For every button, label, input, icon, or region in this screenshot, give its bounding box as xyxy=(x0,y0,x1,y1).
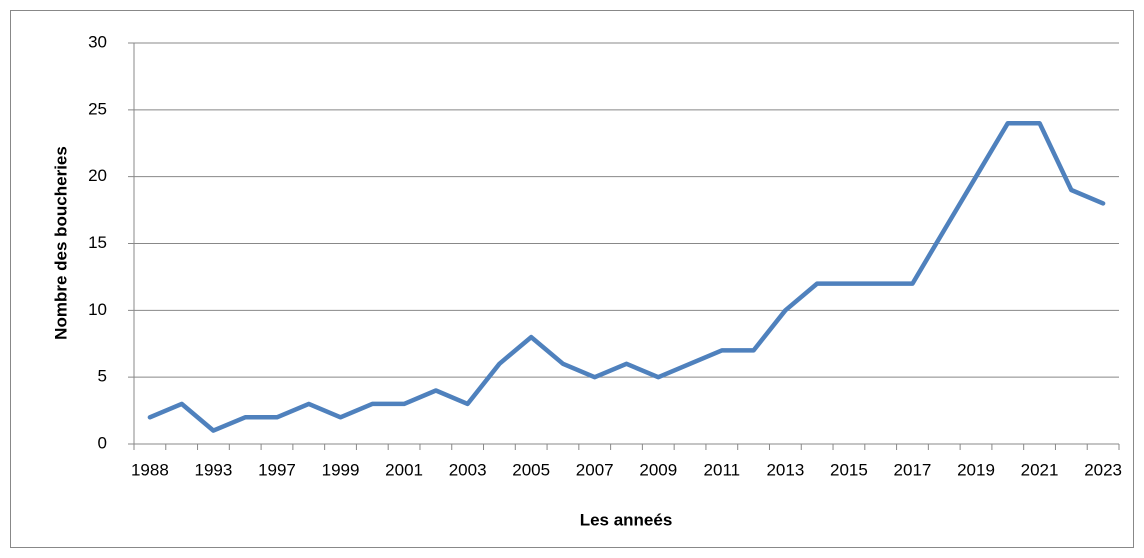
x-tick-label: 2013 xyxy=(766,460,804,479)
x-tick-label: 2019 xyxy=(957,460,995,479)
y-tick-label: 10 xyxy=(88,300,107,319)
y-tick-label: 30 xyxy=(88,32,107,51)
x-tick-label: 2015 xyxy=(830,460,868,479)
x-tick-label: 2003 xyxy=(449,460,487,479)
y-tick-label: 20 xyxy=(88,166,107,185)
x-tick-label: 2005 xyxy=(512,460,550,479)
chart-frame xyxy=(10,10,1134,548)
y-tick-label: 15 xyxy=(88,233,107,252)
x-tick-label: 2021 xyxy=(1021,460,1059,479)
x-tick-label: 2011 xyxy=(704,460,741,479)
x-tick-label: 1993 xyxy=(195,460,233,479)
data-line xyxy=(147,120,1106,433)
x-tick-label: 2001 xyxy=(385,460,423,479)
y-tick-label: 0 xyxy=(98,433,107,452)
x-tick-label: 1988 xyxy=(131,460,169,479)
y-axis-title: Nombre des boucheries xyxy=(51,146,70,340)
x-tick-label: 2023 xyxy=(1084,460,1122,479)
x-tick-label: 1999 xyxy=(322,460,360,479)
x-tick-label: 2009 xyxy=(639,460,677,479)
x-axis-title: Les anneés xyxy=(580,510,673,529)
y-tick-label: 5 xyxy=(98,367,107,386)
y-tick-label: 25 xyxy=(88,99,107,118)
x-tick-label: 1997 xyxy=(258,460,296,479)
x-tick-label: 2017 xyxy=(894,460,932,479)
x-tick-label: 2007 xyxy=(576,460,614,479)
